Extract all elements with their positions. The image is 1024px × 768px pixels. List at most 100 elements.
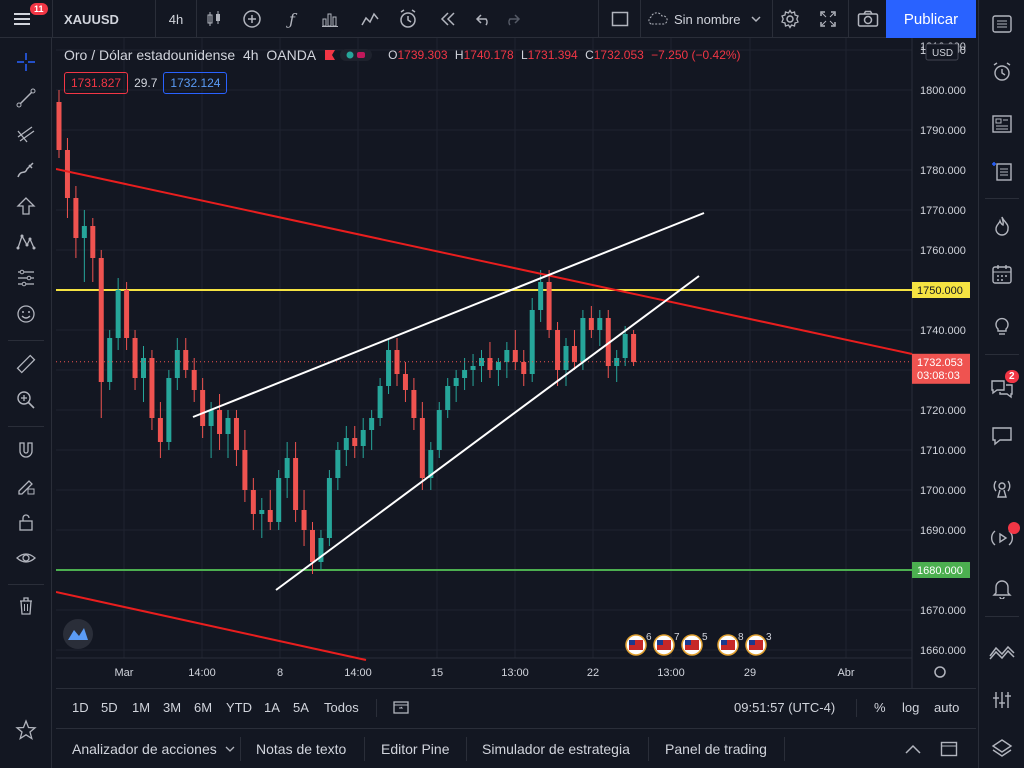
object-tree-button[interactable] — [979, 152, 1024, 192]
logo-mountain — [68, 628, 88, 640]
tab-stock-screener[interactable]: Analizador de acciones — [72, 729, 235, 768]
log-scale-toggle[interactable]: log — [902, 699, 920, 715]
axis-settings-icon[interactable] — [934, 666, 946, 678]
fib-tool[interactable] — [8, 118, 44, 150]
collapse-panel-button[interactable] — [904, 729, 922, 768]
settings-button[interactable] — [772, 0, 808, 38]
icon-tool[interactable] — [8, 298, 44, 330]
messages-button[interactable] — [979, 416, 1024, 456]
range-ytd[interactable]: YTD — [226, 699, 252, 715]
go-to-date-button[interactable] — [392, 689, 410, 725]
candle — [495, 362, 501, 370]
hide-drawings-tool[interactable] — [8, 542, 44, 574]
candle — [563, 346, 569, 370]
range-3m[interactable]: 3M — [163, 699, 182, 715]
chart-pane[interactable]: 1810.0001800.0001790.0001780.0001770.000… — [56, 38, 976, 688]
range-all[interactable]: Todos — [324, 699, 359, 715]
magnet-tool[interactable] — [8, 434, 44, 466]
prediction-tool[interactable] — [8, 262, 44, 294]
live-button[interactable] — [979, 518, 1024, 558]
snapshot-button[interactable] — [850, 0, 886, 38]
redo-button[interactable] — [494, 0, 530, 38]
yellow-line-label: 1750.000 — [917, 285, 963, 297]
indicators-button[interactable]: ƒ — [274, 0, 310, 38]
stay-drawing-tool[interactable] — [8, 470, 44, 502]
symbol-search-button[interactable]: XAUUSD — [64, 11, 119, 27]
main-menu-button[interactable]: 11 — [0, 0, 48, 38]
tab-pine-editor[interactable]: Editor Pine — [381, 741, 450, 757]
pattern-tool[interactable] — [8, 226, 44, 258]
event-count: 8 — [738, 632, 744, 643]
wedge-upper-line — [192, 212, 705, 418]
tab-strategy-tester[interactable]: Simulador de estrategia — [482, 741, 630, 757]
candle — [326, 478, 332, 538]
replay-button[interactable] — [430, 0, 466, 38]
chart-style-button[interactable] — [196, 0, 232, 38]
range-5a[interactable]: 5A — [293, 699, 309, 715]
maximize-panel-button[interactable] — [940, 729, 958, 768]
candle — [504, 350, 510, 362]
ideas-button[interactable] — [979, 306, 1024, 346]
clock-timezone[interactable]: 09:51:57 (UTC-4) — [734, 699, 836, 715]
publish-button[interactable]: Publicar — [886, 0, 976, 38]
chats-button[interactable]: 2 — [979, 368, 1024, 408]
undo-button[interactable] — [466, 0, 502, 38]
text-tool[interactable] — [8, 190, 44, 222]
brush-tool[interactable] — [8, 154, 44, 186]
data-window-button[interactable] — [979, 104, 1024, 144]
green-line-label-bg — [912, 562, 970, 578]
candle — [183, 350, 189, 370]
range-1a[interactable]: 1A — [264, 699, 280, 715]
trading-panel-button[interactable] — [979, 632, 1024, 672]
fullscreen-layout-button[interactable] — [602, 0, 638, 38]
interval-button[interactable]: 4h — [168, 11, 184, 27]
candle — [310, 530, 315, 562]
layout-name-label: Sin nombre — [674, 11, 741, 27]
ohlc-open: 1739.303 — [397, 48, 448, 62]
candle — [293, 458, 299, 510]
tab-trading-panel[interactable]: Panel de trading — [665, 741, 767, 757]
price-tick-label: 1770.000 — [920, 205, 966, 217]
lock-drawings-tool[interactable] — [8, 506, 44, 538]
percent-scale-toggle[interactable]: % — [874, 699, 886, 715]
range-5d[interactable]: 5D — [101, 699, 118, 715]
price-chart[interactable]: 1810.0001800.0001790.0001780.0001770.000… — [56, 38, 976, 688]
streams-button[interactable] — [979, 468, 1024, 508]
candle — [487, 358, 493, 370]
remove-drawings-tool[interactable] — [8, 590, 44, 622]
templates-button[interactable] — [352, 0, 388, 38]
notifications-button[interactable] — [979, 568, 1024, 608]
range-1d[interactable]: 1D — [72, 699, 89, 715]
layout-name-button[interactable]: Sin nombre — [645, 0, 770, 38]
templates-icon — [361, 12, 379, 26]
fullscreen-button[interactable] — [810, 0, 846, 38]
compare-button[interactable] — [234, 0, 270, 38]
crosshair-tool[interactable] — [8, 46, 44, 78]
alerts-button[interactable] — [979, 52, 1024, 92]
smiley-icon — [17, 305, 35, 323]
trend-line-tool[interactable] — [8, 82, 44, 114]
expand-icon — [820, 11, 836, 27]
candle — [597, 318, 603, 330]
calendar-button[interactable] — [979, 254, 1024, 294]
alert-button[interactable] — [390, 0, 426, 38]
time-tick-label: 15 — [431, 667, 443, 679]
green-line-label: 1680.000 — [917, 565, 963, 577]
sell-button[interactable]: 1731.827 — [64, 72, 129, 94]
candle — [276, 478, 282, 522]
depth-button[interactable] — [979, 680, 1024, 720]
financials-button[interactable] — [312, 0, 348, 38]
favorites-tool[interactable] — [8, 714, 44, 746]
buy-button[interactable]: 1732.124 — [163, 72, 228, 94]
measure-tool[interactable] — [8, 348, 44, 380]
hotlists-button[interactable] — [979, 206, 1024, 246]
tab-text-notes[interactable]: Notas de texto — [256, 741, 347, 757]
range-6m[interactable]: 6M — [194, 699, 213, 715]
candle — [453, 378, 459, 386]
range-1m[interactable]: 1M — [132, 699, 151, 715]
watchlist-button[interactable] — [979, 4, 1024, 44]
layers-button[interactable] — [979, 728, 1024, 768]
zoom-tool[interactable] — [8, 384, 44, 416]
auto-scale-toggle[interactable]: auto — [934, 699, 960, 715]
pattern-icon — [16, 234, 36, 250]
